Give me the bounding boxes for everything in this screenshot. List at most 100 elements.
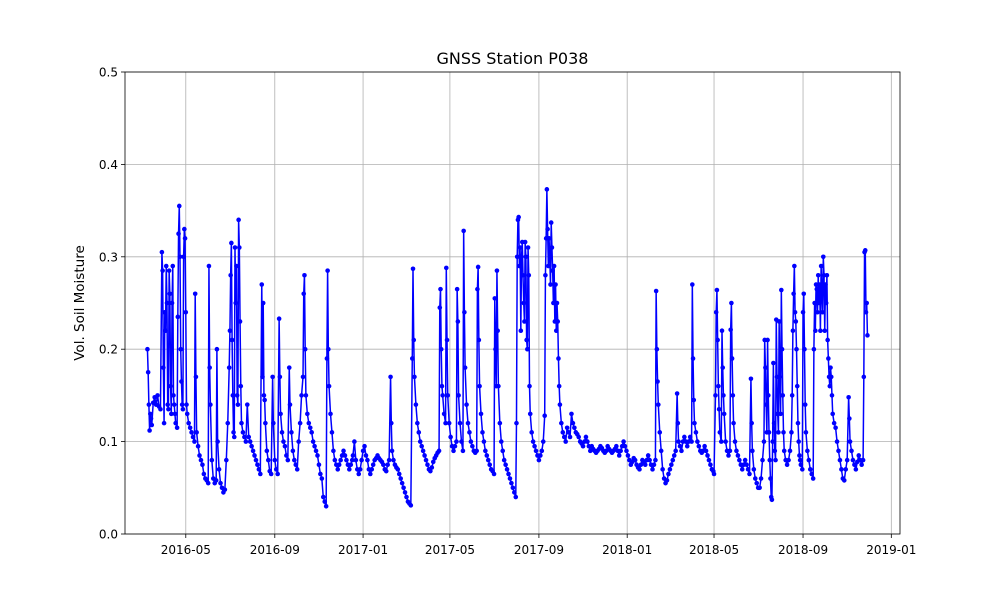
data-point [637,467,642,472]
data-point [318,471,323,477]
data-point [250,448,256,454]
data-point [791,291,796,297]
data-point [787,448,793,454]
data-point [205,480,211,486]
data-point [467,430,472,435]
data-point [235,402,241,407]
data-point [408,503,414,508]
data-point [444,337,450,343]
data-point [214,346,220,352]
data-point [436,448,442,454]
data-point [439,383,445,389]
data-point [287,402,293,407]
data-point [671,453,677,458]
data-point [794,383,800,389]
y-tick-label: 0.0 [99,528,118,542]
data-point [398,476,404,481]
data-point [172,411,178,417]
data-point [324,356,330,361]
data-point [561,434,567,440]
data-point [796,439,801,444]
data-point [184,411,190,417]
data-point [146,402,152,407]
data-point [763,365,768,370]
data-point [723,439,728,444]
data-point [815,309,820,315]
data-point [770,439,775,444]
x-tick-label: 2018-01 [602,543,652,557]
data-point [518,328,524,334]
data-point [548,282,553,287]
data-point [526,272,532,278]
data-point [336,462,342,468]
data-point [200,462,205,468]
data-point [754,480,760,486]
data-point [522,319,527,324]
data-point [331,448,336,454]
data-point [178,346,184,352]
data-point [544,187,550,192]
data-point [423,457,429,463]
data-point [572,425,577,431]
data-point [739,467,745,472]
data-point [445,393,451,398]
data-point [459,439,464,444]
data-point [476,337,482,343]
data-point [784,462,790,468]
data-point [806,457,812,463]
data-point [546,263,551,269]
data-point [651,462,657,468]
data-point [201,471,207,477]
data-point [818,263,824,269]
data-point [420,448,426,454]
data-point [270,374,275,380]
data-point [187,425,193,431]
data-point [231,430,236,435]
data-point [338,457,343,463]
data-point [312,443,317,449]
data-point [719,328,725,334]
data-point [252,453,257,458]
data-point [297,420,303,426]
data-point [162,309,168,315]
data-point [263,420,268,426]
data-point [836,448,841,454]
data-point [653,288,659,294]
data-point [580,443,586,449]
data-point [183,309,189,315]
data-point [240,430,246,435]
data-point [786,457,791,463]
data-point [342,453,348,458]
data-point [396,471,402,477]
data-point [773,457,778,463]
data-point [481,439,487,444]
data-point [727,448,733,454]
data-point [538,453,543,458]
data-point [653,457,658,463]
data-point [271,420,276,426]
data-point [168,383,173,389]
data-point [305,411,310,417]
data-point [363,453,369,458]
data-point [729,300,734,306]
data-point [425,462,430,468]
data-point [807,467,813,472]
data-point [776,319,782,324]
data-point [553,328,559,334]
data-point [550,268,555,273]
data-point [184,402,189,407]
data-point [487,462,493,468]
data-point [359,457,364,463]
data-point [195,443,201,449]
data-point [551,263,557,269]
data-point [779,346,785,352]
data-point [207,365,212,370]
data-point [419,443,424,449]
data-point [504,467,510,472]
data-point [616,453,622,458]
data-point [555,319,561,324]
data-point [751,467,757,472]
x-tick-label: 2017-01 [338,543,388,557]
data-point [758,476,764,481]
data-point [811,346,817,352]
